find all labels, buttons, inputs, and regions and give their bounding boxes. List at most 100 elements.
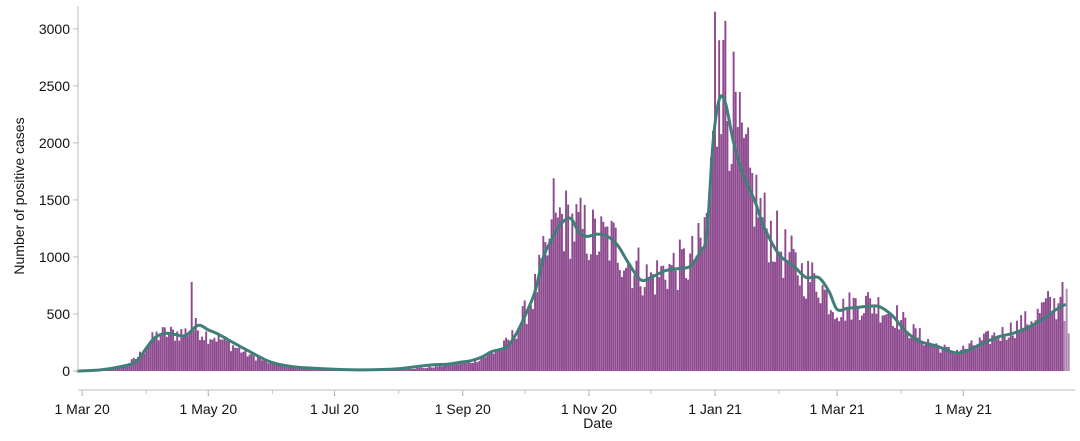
bar <box>579 197 582 371</box>
bar <box>172 329 175 371</box>
bar <box>312 368 315 371</box>
bar <box>558 207 561 371</box>
bar <box>1034 320 1037 371</box>
y-tick-label: 0 <box>62 363 70 379</box>
bar <box>618 270 621 371</box>
bar <box>188 332 191 371</box>
bar <box>261 360 263 371</box>
bar <box>1040 302 1043 371</box>
x-tick-label: 1 Sep 20 <box>435 401 491 417</box>
bar <box>484 357 487 371</box>
bar <box>751 173 754 371</box>
x-tick-label: 1 Jul 20 <box>310 401 359 417</box>
rolling-average-path <box>76 94 1067 373</box>
bar <box>414 368 417 371</box>
bar <box>838 321 841 371</box>
bar <box>459 363 462 371</box>
bar <box>873 305 876 371</box>
bar <box>598 251 601 371</box>
bar <box>461 361 464 371</box>
bar <box>416 367 419 371</box>
bar <box>1047 291 1049 371</box>
bar <box>825 289 828 371</box>
bar <box>995 339 998 371</box>
bar <box>755 174 758 371</box>
bar <box>445 364 448 371</box>
bar <box>519 324 522 371</box>
bar <box>457 364 460 371</box>
bar <box>488 353 491 371</box>
bar <box>147 346 150 371</box>
bar <box>575 204 578 371</box>
bar <box>807 260 810 371</box>
bar <box>1024 311 1027 371</box>
bar <box>645 264 648 371</box>
bar <box>761 217 764 371</box>
bar <box>244 348 247 371</box>
bar <box>643 287 646 371</box>
bar <box>230 351 232 371</box>
bar <box>287 366 290 371</box>
x-tick-label: 1 Mar 20 <box>55 401 110 417</box>
bar <box>509 340 512 371</box>
y-tick-label: 2000 <box>39 135 70 151</box>
bar <box>407 369 410 371</box>
bar <box>947 346 950 371</box>
bar <box>182 334 185 371</box>
bar <box>194 318 197 371</box>
bar <box>908 338 911 371</box>
bar <box>232 345 235 371</box>
bar <box>199 340 201 371</box>
bar <box>707 199 710 371</box>
bar <box>126 364 129 371</box>
bar <box>1065 288 1068 371</box>
bar <box>780 251 783 371</box>
bar <box>668 263 671 371</box>
bar <box>279 363 282 371</box>
bar <box>1049 296 1052 371</box>
bar <box>478 360 481 371</box>
bar <box>997 335 1000 371</box>
bar <box>740 122 743 371</box>
bar <box>968 343 971 371</box>
bar <box>910 336 913 371</box>
bar <box>631 288 634 371</box>
bar <box>277 364 280 371</box>
bar <box>858 319 861 371</box>
bar <box>155 331 158 371</box>
bar <box>846 307 849 371</box>
bar <box>205 331 208 371</box>
bar <box>157 340 160 371</box>
bar <box>933 344 936 371</box>
bar <box>426 367 429 371</box>
bar <box>592 209 594 371</box>
x-tick-label: 1 May 21 <box>935 401 993 417</box>
bar <box>298 366 301 371</box>
bar <box>120 366 123 371</box>
bar <box>1001 326 1004 371</box>
bar <box>823 289 826 371</box>
bar <box>1013 338 1016 371</box>
bar <box>267 363 270 371</box>
bar <box>143 353 146 371</box>
bar <box>1026 324 1029 371</box>
bar <box>652 274 654 371</box>
bar <box>879 322 882 371</box>
bar <box>163 327 166 371</box>
bar <box>167 332 170 371</box>
bar <box>798 285 801 371</box>
bar <box>525 324 528 371</box>
bar <box>589 254 592 371</box>
bar <box>616 262 619 371</box>
bar <box>596 254 599 371</box>
bar <box>134 358 137 371</box>
bar <box>418 367 421 371</box>
bar <box>292 367 295 371</box>
bar <box>250 352 253 371</box>
bar <box>656 260 659 371</box>
bar <box>1007 337 1010 371</box>
bar <box>422 368 425 371</box>
bar <box>943 344 946 371</box>
bar <box>734 91 737 371</box>
bar <box>403 368 406 371</box>
